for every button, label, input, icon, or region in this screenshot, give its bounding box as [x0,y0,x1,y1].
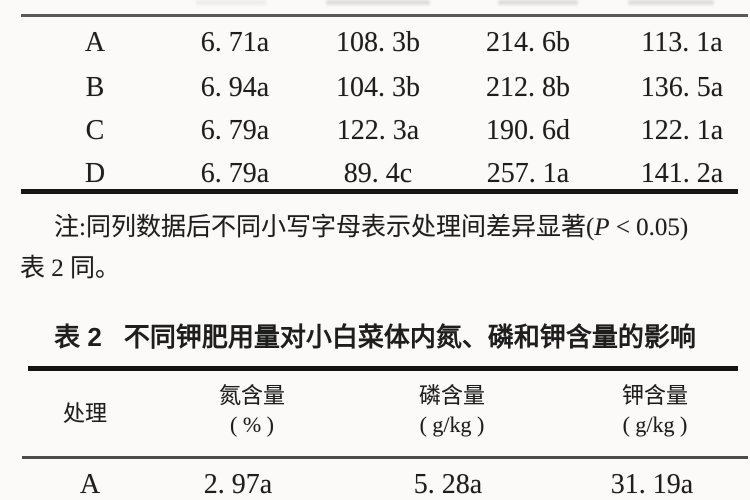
cutoff-text-remnant [628,0,714,5]
value-cell: 190. 6d [486,115,570,146]
column-header-label: 处理 [62,401,107,426]
value-cell: 257. 1a [486,158,570,189]
value-cell: 214. 6b [486,27,570,58]
value-cell: 6. 94a [200,72,270,103]
column-header-unit: ( % ) [230,412,274,437]
table2-caption: 表 2 不同钾肥用量对小白菜体内氮、磷和钾含量的影响 [0,320,750,354]
p-value-symbol: P [594,214,610,241]
value-cell: 31. 19a [610,469,694,500]
value-cell: 6. 79a [200,158,270,189]
value-cell: 89. 4c [343,158,413,189]
column-header-label: 磷含量 [418,383,485,408]
value-cell: 6. 71a [200,27,270,58]
value-cell: 5. 28a [413,469,483,500]
table2-top-rule [28,366,738,371]
value-cell: 2. 97a [203,469,273,500]
cutoff-text-remnant [326,0,430,5]
value-cell: 104. 3b [336,72,420,103]
treatment-cell: B [85,72,105,103]
table2-header-potassium: 钾含量 ( g/kg ) [580,381,730,439]
treatment-cell: A [84,27,106,58]
table2-caption-title: 不同钾肥用量对小白菜体内氮、磷和钾含量的影响 [123,322,696,352]
column-header-unit: ( g/kg ) [622,412,688,437]
value-cell: 122. 3a [336,115,420,146]
column-header-label: 氮含量 [218,383,285,408]
note-text: < 0.05) [609,214,689,241]
column-header-label: 钾含量 [621,383,688,408]
table1-top-rule [21,14,748,17]
table2-header-phosphorus: 磷含量 ( g/kg ) [377,381,527,439]
treatment-cell: D [84,158,106,189]
cutoff-text-remnant [196,0,266,5]
value-cell: 122. 1a [640,115,724,146]
table1-bottom-rule [21,189,738,194]
table1-row-a: A 6. 71a 108. 3b 214. 6b 113. 1a [0,27,750,59]
note-text: 注:同列数据后不同小写字母表示处理间差异显著( [54,214,595,241]
column-header-unit: ( g/kg ) [419,412,485,437]
table2-header-nitrogen: 氮含量 ( % ) [177,381,327,439]
value-cell: 6. 79a [200,115,270,146]
value-cell: 212. 8b [486,72,570,103]
treatment-cell: C [85,115,105,146]
table1-row-d: D 6. 79a 89. 4c 257. 1a 141. 2a [0,158,750,190]
table1-row-b: B 6. 94a 104. 3b 212. 8b 136. 5a [0,72,750,104]
table2-header-treatment: 处理 [10,399,160,428]
treatment-cell: A [79,469,101,500]
value-cell: 113. 1a [641,27,723,58]
value-cell: 141. 2a [640,158,724,189]
table1-note-line2: 表 2 同。 [20,255,121,282]
table2-row-a: A 2. 97a 5. 28a 31. 19a [0,470,750,500]
value-cell: 108. 3b [336,27,420,58]
cutoff-text-remnant [498,0,578,5]
value-cell: 136. 5a [640,72,724,103]
table1-row-c: C 6. 79a 122. 3a 190. 6d 122. 1a [0,115,750,147]
table1-note: 注:同列数据后不同小写字母表示处理间差异显著(P < 0.05) [54,212,750,244]
table2-header-rule [22,456,748,459]
table2-caption-number: 表 2 [54,322,102,352]
